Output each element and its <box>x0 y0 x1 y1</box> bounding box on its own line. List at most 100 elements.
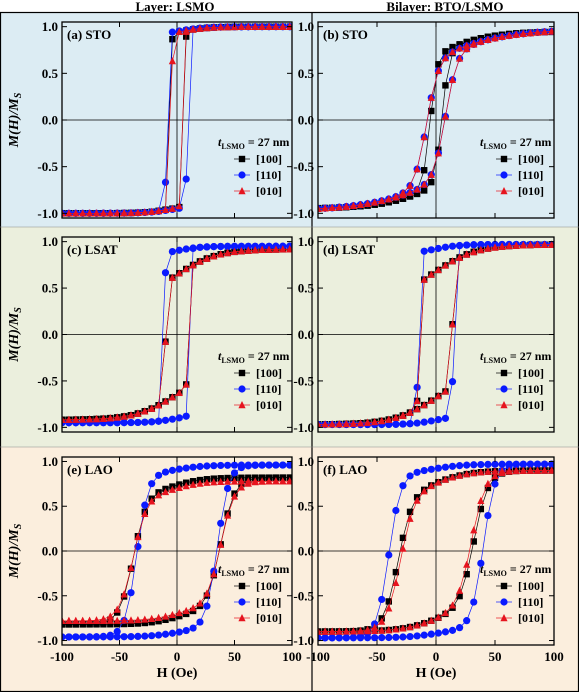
data-point-110 <box>548 460 554 468</box>
panel-label: (c) LSAT <box>67 242 118 257</box>
series-line-010 <box>62 480 290 622</box>
data-point-010 <box>175 202 183 210</box>
x-tick-label: 100 <box>282 649 302 664</box>
data-point-110 <box>448 462 457 470</box>
series-line-010 <box>318 470 552 632</box>
data-point-110 <box>168 415 176 423</box>
data-point-010 <box>413 496 421 504</box>
data-point-110 <box>182 175 190 183</box>
data-layer <box>318 240 554 429</box>
data-point-010 <box>456 471 464 479</box>
data-point-010 <box>477 496 485 504</box>
legend-marker <box>238 598 246 606</box>
data-point-010 <box>203 254 211 262</box>
data-point-010 <box>349 627 357 635</box>
data-point-110 <box>470 461 478 469</box>
data-point-010 <box>189 25 197 33</box>
data-point-110 <box>196 243 204 251</box>
data-point-010 <box>441 608 450 617</box>
data-point-010 <box>168 273 176 281</box>
data-point-110 <box>265 461 273 469</box>
legend-marker <box>238 187 246 195</box>
data-point-010 <box>189 604 197 612</box>
legend-marker <box>500 401 508 409</box>
legend-entry: [100] <box>518 366 544 380</box>
data-point-010 <box>318 627 322 635</box>
data-point-010 <box>286 477 292 485</box>
data-point-110 <box>127 633 135 641</box>
data-point-010 <box>505 467 513 475</box>
data-point-010 <box>224 248 232 257</box>
data-point-110 <box>484 511 492 520</box>
panel-a: -1.0 -0.5 0.0 0.5 1.0 (a) STO tLSMO = 27 nm[10… <box>7 19 293 221</box>
series-line-010 <box>62 480 290 622</box>
data-layer <box>62 22 292 217</box>
data-point-010 <box>86 415 94 423</box>
data-point-110 <box>371 634 379 642</box>
series-line-010 <box>318 244 552 425</box>
legend-title: tLSMO = 27 nm <box>218 135 289 151</box>
data-point-010 <box>113 616 121 624</box>
row-background-2-1 <box>312 447 579 692</box>
data-point-010 <box>385 625 393 634</box>
data-point-110 <box>175 246 183 254</box>
data-point-010 <box>258 477 266 485</box>
data-point-010 <box>203 589 211 597</box>
data-point-110 <box>86 633 94 641</box>
data-point-010 <box>548 466 554 474</box>
data-point-010 <box>99 414 107 422</box>
data-point-100 <box>93 621 100 628</box>
data-point-010 <box>65 415 73 423</box>
data-point-010 <box>175 388 183 397</box>
data-point-010 <box>406 181 414 189</box>
data-point-110 <box>161 630 170 638</box>
data-point-110 <box>203 602 211 610</box>
legend-entry: [110] <box>518 595 543 609</box>
data-point-010 <box>420 401 428 409</box>
data-point-010 <box>120 412 128 420</box>
y-tick-label: 0.0 <box>298 113 314 128</box>
data-point-110 <box>127 418 135 427</box>
x-axis-label: H (Oe) <box>416 666 457 681</box>
data-layer <box>62 461 292 641</box>
data-point-110 <box>406 472 414 480</box>
data-point-110 <box>434 629 442 637</box>
x-tick-label: -50 <box>111 649 128 664</box>
data-point-100 <box>65 621 73 628</box>
data-point-010 <box>328 627 336 635</box>
data-point-010 <box>505 241 513 250</box>
data-point-110 <box>113 633 121 641</box>
legend-entry: [100] <box>518 579 544 593</box>
data-point-110 <box>470 598 478 606</box>
legend-entry: [110] <box>256 382 281 396</box>
data-point-100 <box>463 570 470 578</box>
data-point-110 <box>441 243 450 251</box>
data-point-010 <box>258 245 266 254</box>
data-point-110 <box>463 617 471 625</box>
data-point-110 <box>413 383 421 391</box>
data-point-010 <box>441 53 450 62</box>
data-point-110 <box>141 501 149 509</box>
data-point-010 <box>224 22 232 31</box>
data-point-010 <box>441 261 450 269</box>
data-point-010 <box>196 479 204 487</box>
data-point-010 <box>210 478 218 486</box>
data-point-110 <box>385 551 393 559</box>
data-point-110 <box>434 416 442 424</box>
data-point-010 <box>175 27 183 36</box>
data-point-010 <box>413 396 421 405</box>
data-point-010 <box>318 420 322 428</box>
y-tick-label: 0.0 <box>298 327 314 342</box>
data-point-110 <box>512 461 520 469</box>
data-point-010 <box>92 209 101 217</box>
data-point-110 <box>230 461 239 469</box>
data-point-100 <box>79 621 86 628</box>
data-point-100 <box>421 187 428 194</box>
data-point-100 <box>428 178 435 186</box>
data-point-010 <box>79 415 87 423</box>
data-point-010 <box>141 615 149 623</box>
data-point-010 <box>349 201 357 209</box>
row-background-2-0 <box>0 447 312 692</box>
data-point-010 <box>321 204 329 212</box>
